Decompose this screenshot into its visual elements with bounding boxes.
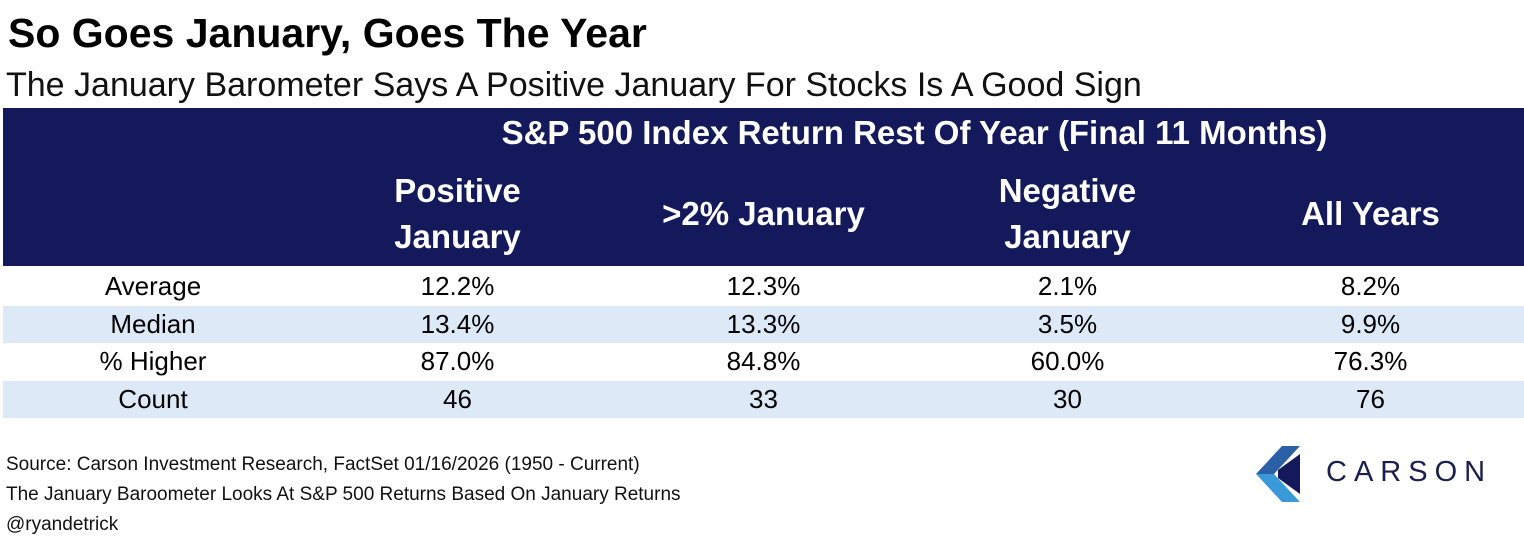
footnote: Source: Carson Investment Research, Fact…	[6, 454, 640, 475]
column-header: Negative January	[915, 166, 1220, 262]
column-header-line: January	[1004, 218, 1131, 255]
table-row: Count 46 33 30 76	[3, 380, 1524, 418]
value-cell: 13.4%	[420, 308, 495, 339]
footnote: The January Baroometer Looks At S&P 500 …	[6, 484, 681, 505]
column-header: All Years	[1218, 166, 1523, 262]
value-cell: 30	[1053, 383, 1082, 414]
footnote: @ryandetrick	[6, 514, 119, 535]
row-label: Count	[118, 383, 188, 414]
value-cell: 8.2%	[1340, 271, 1401, 301]
column-header-line: Negative	[998, 172, 1137, 209]
column-header-line: Positive	[394, 172, 521, 209]
value-cell: 12.2%	[420, 271, 495, 301]
value-cell: 76	[1356, 383, 1385, 414]
row-label: % Higher	[99, 346, 207, 376]
logo-icon	[1256, 446, 1300, 502]
value-cell: 9.9%	[1340, 308, 1401, 339]
row-label: Average	[104, 271, 202, 301]
subtitle: The January Barometer Says A Positive Ja…	[6, 66, 1142, 104]
value-cell: 76.3%	[1333, 346, 1408, 376]
value-cell: 33	[749, 383, 778, 414]
column-header-line: >2% January	[662, 195, 865, 232]
column-header: Positive January	[305, 166, 610, 262]
title: So Goes January, Goes The Year	[8, 10, 647, 56]
value-cell: 60.0%	[1030, 346, 1105, 376]
value-cell: 12.3%	[726, 271, 801, 301]
value-cell: 87.0%	[420, 346, 495, 376]
value-cell: 13.3%	[726, 308, 801, 339]
value-cell: 3.5%	[1037, 308, 1098, 339]
value-cell: 2.1%	[1037, 271, 1098, 301]
value-cell: 84.8%	[726, 346, 801, 376]
column-header-line: All Years	[1301, 195, 1440, 232]
column-header: >2% January	[611, 166, 916, 262]
group-header: S&P 500 Index Return Rest Of Year (Final…	[501, 114, 1328, 151]
table-row: Median 13.4% 13.3% 3.5% 9.9%	[3, 305, 1524, 343]
value-cell: 46	[443, 383, 472, 414]
column-header-line: January	[394, 218, 521, 255]
row-label: Median	[110, 308, 196, 339]
logo-text: CARSON	[1326, 456, 1493, 488]
table-row: % Higher 87.0% 84.8% 60.0% 76.3%	[3, 343, 1524, 380]
table-row: Average 12.2% 12.3% 2.1% 8.2%	[3, 268, 1524, 305]
header-band	[3, 108, 1524, 266]
